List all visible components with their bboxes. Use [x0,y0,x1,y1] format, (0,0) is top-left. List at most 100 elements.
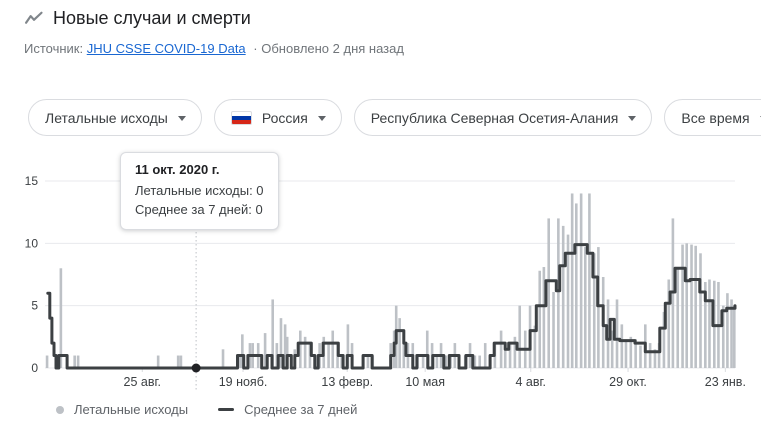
legend-deaths-label: Летальные исходы [74,402,189,417]
daily-bar [425,330,429,368]
daily-bar [592,253,596,368]
y-axis-label: 15 [25,174,39,188]
daily-bar [518,305,522,368]
daily-bar [570,193,574,368]
y-axis-label: 0 [31,361,38,375]
daily-bar [648,343,652,368]
chevron-down-icon [177,115,186,121]
metric-dropdown[interactable]: Летальные исходы [28,99,202,136]
daily-bar [667,279,671,368]
daily-bar [542,267,546,368]
daily-bar [690,244,693,368]
daily-bar [662,311,666,368]
daily-bar [299,330,302,368]
source-link[interactable]: JHU CSSE COVID-19 Data [86,41,246,56]
y-axis-label: 5 [31,299,38,313]
average-line [46,243,737,370]
daily-bar [676,268,680,368]
daily-bar [615,299,619,368]
chevron-down-icon [759,115,761,121]
daily-bar [685,243,688,368]
x-axis-label: 4 авг. [515,375,546,389]
tooltip-row-average: Среднее за 7 дней: 0 [135,202,263,217]
country-dropdown-label: Россия [261,109,308,126]
daily-bar [478,355,481,368]
source-updated: · Обновлено 2 дня назад [253,41,404,56]
daily-bar [579,193,583,368]
daily-bar [156,355,160,368]
daily-bar [263,333,267,368]
chart-tooltip: 11 окт. 2020 г. Летальные исходы: 0 Сред… [120,152,279,230]
daily-bar [331,330,335,368]
y-axis-label: 10 [25,236,39,250]
legend-average-label: Среднее за 7 дней [244,402,358,417]
grid-layer: 0 5 10 15 25 авг. 19 нояб. 13 февр. 10 мая 4 авг… [25,174,746,389]
daily-bar [285,336,289,368]
daily-bar [473,355,477,368]
daily-bar [588,193,591,368]
daily-bar [444,355,448,368]
daily-bar [575,203,578,368]
legend-item-deaths: Летальные исходы [56,402,188,417]
daily-bar [634,339,637,368]
daily-bar [657,343,661,368]
daily-bar [699,253,702,368]
daily-bar [508,343,512,368]
daily-bar [704,281,707,368]
legend-dot-marker [56,405,64,414]
daily-bar [503,343,507,368]
chevron-down-icon [628,115,637,121]
daily-bar [653,349,657,368]
header: Новые случаи и смерти [24,8,251,29]
page-title: Новые случаи и смерти [53,8,251,28]
daily-bar [597,247,600,368]
region-dropdown[interactable]: Республика Северная Осетия-Алания [353,99,653,136]
daily-bar [620,324,624,368]
x-axis-label: 23 янв. [705,375,746,389]
russia-flag-icon [230,110,252,125]
trend-line-icon [25,11,43,24]
daily-bar [279,318,283,368]
daily-bar [583,247,587,368]
daily-bar [499,330,503,368]
daily-bar [566,234,570,368]
filter-bar: Летальные исходы Россия Республика Север… [28,99,761,136]
daily-bar [176,355,180,368]
daily-bar [726,293,729,368]
chart-plot[interactable]: 0 5 10 15 25 авг. 19 нояб. 13 февр. 10 мая 4 авг… [0,150,761,395]
timerange-dropdown[interactable]: Все время [664,99,761,136]
daily-bar [733,305,736,368]
chevron-down-icon [317,115,326,121]
daily-bar [533,325,537,368]
x-axis-label: 25 авг. [124,375,161,389]
country-dropdown[interactable]: Россия [213,99,342,136]
daily-bar [624,339,628,368]
daily-bar [681,244,684,368]
daily-bar [694,245,697,368]
daily-bar [283,324,287,368]
selected-point-dot[interactable] [191,363,201,373]
daily-bar [238,355,242,368]
legend-line-marker [218,408,235,411]
daily-bar [483,343,487,368]
daily-bar [561,225,565,368]
legend-item-average: Среднее за 7 дней [218,402,357,417]
chart-legend: Летальные исходы Среднее за 7 дней [56,402,357,417]
daily-bar [398,318,401,368]
tooltip-date: 11 окт. 2020 г. [135,162,220,177]
x-axis-label: 13 февр. [321,375,373,389]
daily-bar [421,355,425,368]
metric-dropdown-label: Летальные исходы [45,109,168,126]
daily-bar [402,330,406,368]
daily-bar [271,299,274,368]
daily-bar [538,270,542,368]
source-line: Источник: JHU CSSE COVID-19 Data · Обнов… [24,41,408,56]
daily-bar [346,324,350,368]
daily-bar [639,345,642,368]
x-axis-label: 10 мая [405,375,445,389]
daily-bar [45,355,49,368]
daily-bar [708,279,711,368]
daily-bar [557,218,560,368]
daily-bar [552,291,555,368]
